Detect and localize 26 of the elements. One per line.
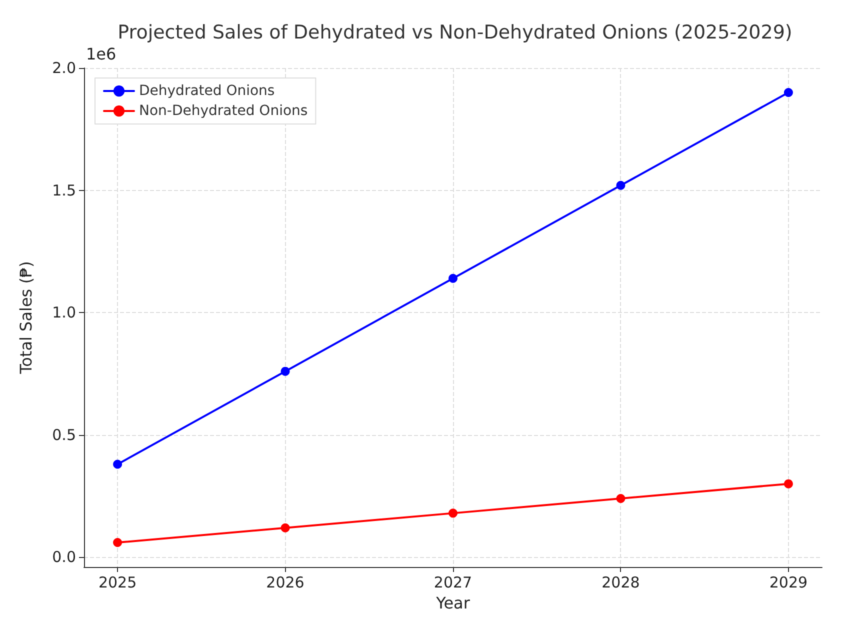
- x-tick-label: 2026: [266, 574, 304, 592]
- point: [616, 180, 626, 190]
- point: [113, 460, 122, 469]
- y-axis-title: Total Sales (₱): [16, 261, 36, 375]
- point: [616, 494, 626, 504]
- x-tick-label: 2029: [769, 574, 808, 592]
- x-tick-label: 2025: [98, 574, 137, 592]
- y-tick-label: 1.5: [52, 181, 76, 200]
- x-tick-label: 2027: [434, 574, 472, 592]
- y-tick-label: 0.5: [52, 426, 76, 444]
- y-tick-label: 1.0: [52, 304, 76, 322]
- text: 1e6: [86, 44, 116, 64]
- point: [448, 508, 458, 518]
- y-tick-label: 0.0: [52, 548, 76, 566]
- point: [113, 538, 122, 548]
- legend-label: Non-Dehydrated Onions: [139, 103, 308, 119]
- point: [448, 274, 458, 283]
- x-axis-title: Year: [435, 594, 470, 612]
- x-tick-label: 2028: [602, 574, 640, 592]
- chart-title: Projected Sales of Dehydrated vs Non-Dehydrated Onions (2025-2029): [118, 22, 792, 44]
- y-tick-label: 2.0: [52, 59, 76, 77]
- legend-label: Dehydrated Onions: [139, 83, 275, 99]
- point: [784, 479, 793, 488]
- point: [784, 88, 793, 97]
- point: [280, 523, 290, 532]
- point: [280, 366, 290, 376]
